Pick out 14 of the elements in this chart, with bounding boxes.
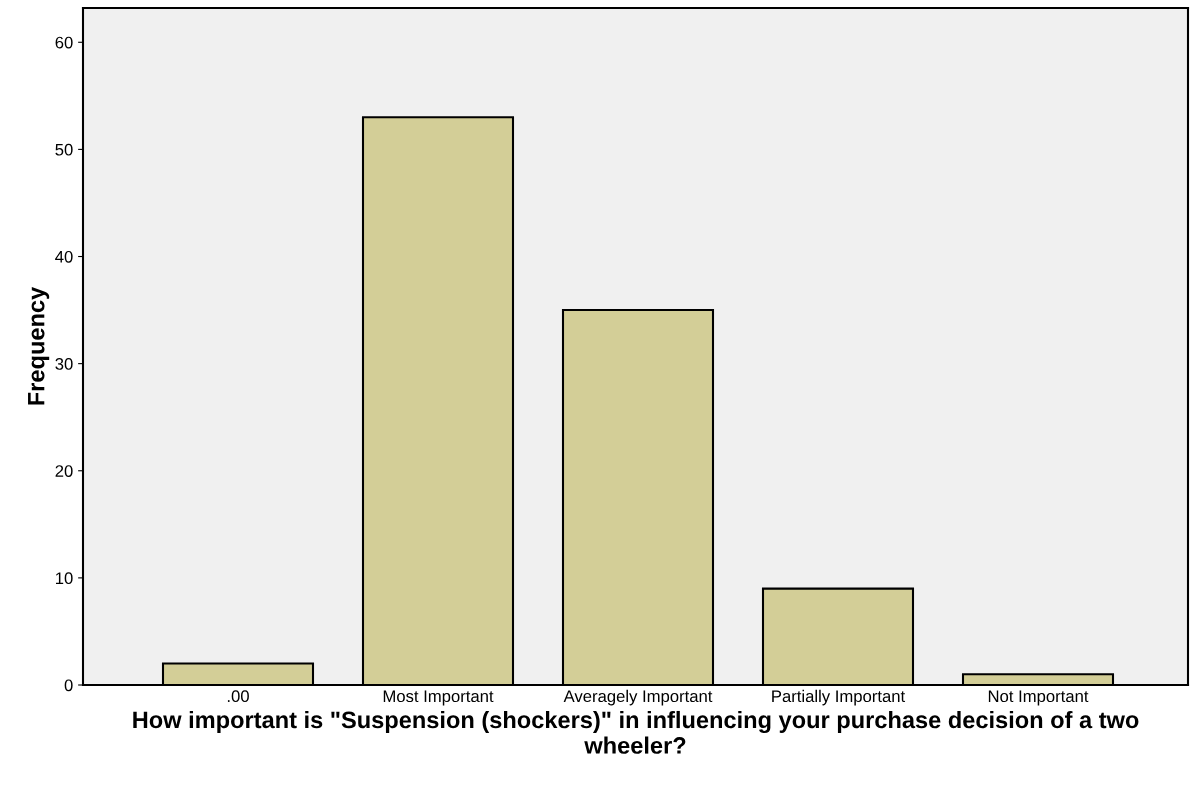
x-tick-label: Most Important bbox=[383, 690, 494, 706]
y-tick-label: 20 bbox=[55, 465, 73, 477]
y-tick-label: 40 bbox=[55, 250, 73, 263]
x-tick-label: Not Important bbox=[988, 690, 1089, 706]
y-axis-title: Frequency bbox=[28, 286, 50, 405]
x-axis-title: How important is "Suspension (shockers)" in influencing your purchase decision of a two wheeler? bbox=[133, 710, 1139, 754]
y-tick-label: 60 bbox=[55, 36, 73, 49]
y-tick-label: 0 bbox=[64, 679, 73, 692]
y-tick-label: 30 bbox=[55, 358, 73, 370]
y-tick-label: 10 bbox=[56, 572, 73, 585]
x-tick-label: Averagely Important bbox=[563, 689, 713, 706]
x-tick-label: .00 bbox=[227, 690, 249, 703]
x-tick-label: Partially Important bbox=[772, 689, 906, 706]
y-tick-label: 50 bbox=[55, 143, 73, 156]
